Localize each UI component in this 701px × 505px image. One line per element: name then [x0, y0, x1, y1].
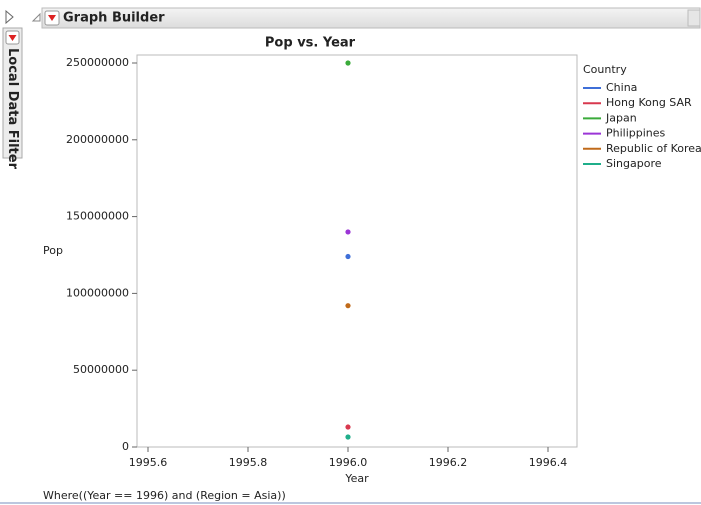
data-point — [345, 229, 351, 235]
filter-tab[interactable] — [2, 27, 23, 159]
menu-arrow — [48, 15, 56, 21]
x-tick-label: 1995.8 — [229, 456, 268, 469]
x-tick-label: 1996.2 — [429, 456, 468, 469]
legend-entry: Philippines — [606, 127, 666, 140]
header-scroll — [687, 9, 701, 27]
chart-title: Pop vs. Year — [265, 36, 356, 51]
y-tick-label: 50000000 — [73, 363, 129, 376]
y-tick-label: 100000000 — [66, 286, 129, 299]
legend-entry: Singapore — [606, 157, 662, 170]
x-axis-label: Year — [344, 472, 369, 485]
legend-entry: Hong Kong SAR — [606, 96, 692, 109]
x-tick-label: 1995.6 — [129, 456, 168, 469]
y-tick-label: 0 — [122, 440, 129, 453]
legend-entry: Japan — [605, 111, 637, 124]
data-point — [345, 424, 351, 430]
header-title: Graph Builder — [63, 11, 165, 26]
disclosure-icon[interactable] — [31, 12, 41, 22]
y-tick-label: 250000000 — [66, 56, 129, 69]
outline-toggle[interactable] — [5, 9, 14, 25]
y-axis-label: Pop — [43, 244, 63, 257]
filter-menu-arrow — [8, 35, 17, 41]
x-tick-label: 1996.0 — [329, 456, 368, 469]
legend-entry: China — [606, 81, 637, 94]
filter-note: Where((Year == 1996) and (Region = Asia)… — [43, 489, 286, 502]
plot-area — [136, 54, 578, 448]
filter-tab-label: Local Data Filter — [5, 48, 20, 170]
y-tick-label: 200000000 — [66, 133, 129, 146]
data-point — [345, 303, 351, 309]
data-point — [345, 253, 351, 260]
data-point — [345, 60, 351, 66]
x-tick-label: 1996.4 — [529, 456, 568, 469]
legend-entry: Republic of Korea — [606, 142, 701, 155]
y-tick-label: 150000000 — [66, 210, 129, 223]
data-point — [345, 434, 351, 440]
legend-title: Country — [583, 63, 627, 76]
